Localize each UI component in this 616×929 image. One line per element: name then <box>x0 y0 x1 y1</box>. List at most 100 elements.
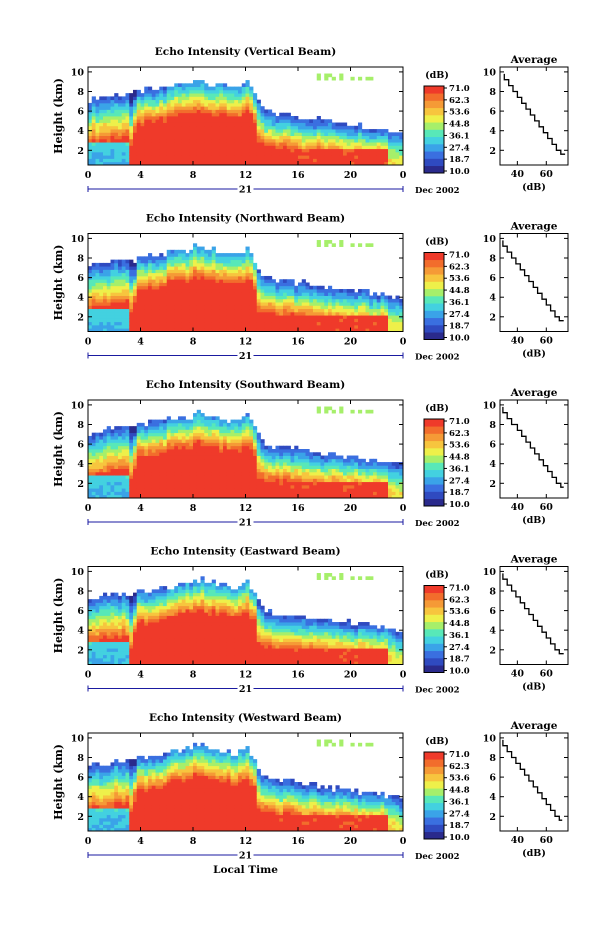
heatmap-cell <box>219 142 224 146</box>
heatmap-cell <box>219 93 224 97</box>
heatmap-cell <box>305 122 310 127</box>
heatmap-cell <box>245 80 250 84</box>
heatmap-cell <box>148 302 153 306</box>
heatmap-cell <box>241 132 246 136</box>
heatmap-cell <box>118 481 123 486</box>
heatmap-cell <box>99 158 104 163</box>
heatmap-cell <box>166 321 171 326</box>
heatmap-cell <box>369 488 374 492</box>
heatmap-cell <box>234 253 239 257</box>
heatmap-cell <box>103 129 108 133</box>
heatmap-cell <box>238 86 243 91</box>
heatmap-cell <box>155 449 160 453</box>
heatmap-cell <box>365 158 370 163</box>
heatmap-cell <box>200 491 205 496</box>
heatmap-cell <box>380 145 385 150</box>
heatmap-cell <box>268 122 273 127</box>
heatmap-cell <box>178 491 183 496</box>
heatmap-cell <box>103 135 108 140</box>
heatmap-cell <box>185 132 190 136</box>
heatmap-cell <box>95 484 100 489</box>
heatmap-cell <box>283 132 288 136</box>
heatmap-cell <box>174 422 179 427</box>
heatmap-cell <box>189 99 194 104</box>
heatmap-cell <box>211 321 216 326</box>
heatmap-cell <box>350 468 355 473</box>
heatmap-cell <box>260 468 265 473</box>
heatmap-cell <box>178 109 183 114</box>
heatmap-cell <box>148 491 153 496</box>
heatmap-cell <box>211 308 216 313</box>
heatmap-cell <box>305 478 310 483</box>
heatmap-cell <box>110 298 115 303</box>
heatmap-cell <box>144 102 149 107</box>
heatmap-cell <box>305 324 310 329</box>
heatmap-cell <box>215 272 220 277</box>
heatmap-cell <box>380 305 385 310</box>
heatmap-cell <box>298 145 303 150</box>
heatmap-cell <box>151 302 156 306</box>
heatmap-cell <box>103 471 108 476</box>
heatmap-cell <box>204 129 209 133</box>
heatmap-cell <box>294 298 299 303</box>
heatmap-cell <box>309 318 314 323</box>
heatmap-cell <box>245 435 250 440</box>
heatmap-cell <box>144 289 149 293</box>
heatmap-cell <box>335 458 340 463</box>
heatmap-cell <box>271 305 276 310</box>
heatmap-cell <box>215 315 220 319</box>
heatmap-cell <box>178 112 183 117</box>
heatmap-cell <box>215 462 220 466</box>
heatmap-cell <box>253 302 258 306</box>
heatmap-cell <box>196 289 201 293</box>
heatmap-cell <box>155 432 160 437</box>
heatmap-cell <box>121 119 126 123</box>
heatmap-cell <box>159 302 164 306</box>
heatmap-cell <box>95 462 100 466</box>
heatmap-cell <box>339 328 344 332</box>
heatmap-cell <box>106 488 111 492</box>
heatmap-cell <box>283 129 288 133</box>
heatmap-cell <box>354 478 359 483</box>
heatmap-cell <box>395 142 400 146</box>
heatmap-cell <box>223 311 228 316</box>
heatmap-cell <box>159 311 164 316</box>
heatmap-cell <box>324 315 329 319</box>
heatmap-cell <box>95 292 100 296</box>
heatmap-cell <box>166 422 171 427</box>
heatmap-cell <box>241 311 246 316</box>
heatmap-cell <box>144 275 149 280</box>
heatmap-cell <box>339 324 344 329</box>
heatmap-cell <box>230 99 235 104</box>
heatmap-cell <box>114 298 119 303</box>
heatmap-cell <box>208 89 213 94</box>
heatmap-cell <box>140 109 145 114</box>
heatmap-cell <box>253 266 258 270</box>
heatmap-cell <box>185 155 190 159</box>
heatmap-cell <box>256 465 261 469</box>
heatmap-cell <box>391 148 396 153</box>
heatmap-cell <box>88 158 93 163</box>
heatmap-cell <box>223 442 228 447</box>
heatmap-cell <box>193 419 198 424</box>
heatmap-cell <box>264 275 269 280</box>
heatmap-cell <box>238 295 243 300</box>
heatmap-cell <box>166 481 171 486</box>
heatmap-cell <box>118 435 123 440</box>
heatmap-cell <box>121 292 126 296</box>
heatmap-cell <box>226 155 231 159</box>
heatmap-cell <box>144 481 149 486</box>
heatmap-cell <box>313 478 318 483</box>
heatmap-cell <box>223 158 228 163</box>
heatmap-cell <box>166 298 171 303</box>
heatmap-cell <box>369 321 374 326</box>
heatmap-cell <box>219 318 224 323</box>
heatmap-cell <box>283 285 288 290</box>
heatmap-cell <box>234 298 239 303</box>
heatmap-cell <box>301 449 306 453</box>
heatmap-cell <box>264 445 269 450</box>
heatmap-cell <box>125 429 130 434</box>
heatmap-cell <box>189 285 194 290</box>
heatmap-cell <box>298 455 303 460</box>
heatmap-cell <box>204 426 209 430</box>
